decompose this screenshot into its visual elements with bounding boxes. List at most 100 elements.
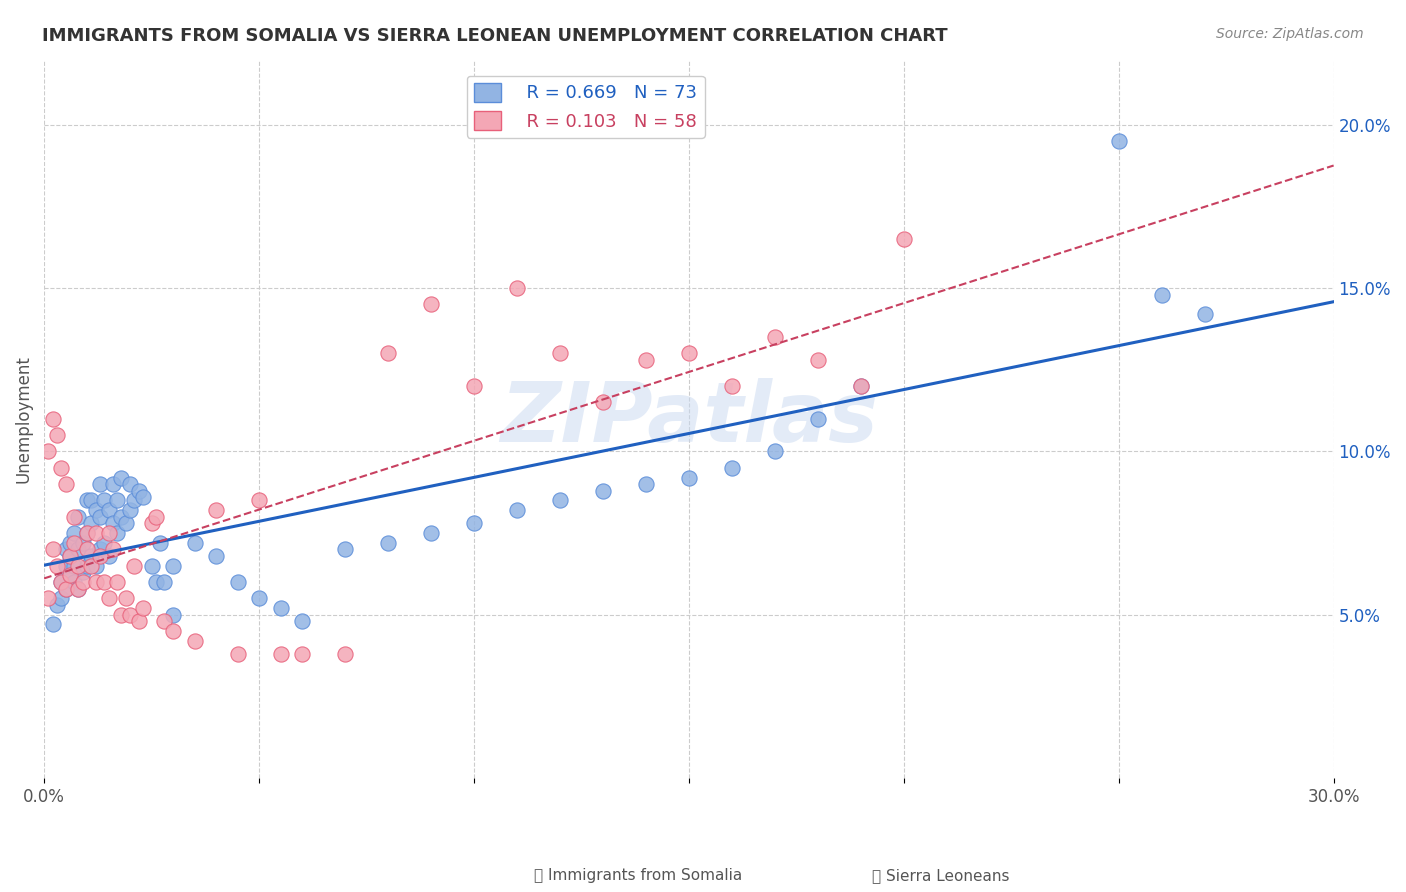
Point [72,536,94,550]
Point [893,232,915,246]
Point [721,460,744,475]
Point [67,509,90,524]
Point [132,601,155,615]
Point [548,493,571,508]
Point [377,536,399,550]
Point [226,647,249,661]
Point [141,558,163,573]
Point [67,542,90,557]
Point [59,568,82,582]
Text: ZIPatlas: ZIPatlas [501,378,877,459]
Point [51,574,73,589]
Point [55,582,77,596]
Point [72,574,94,589]
Point [114,591,136,606]
Point [270,647,292,661]
Point [132,490,155,504]
Point [849,379,872,393]
Text: ⬜ Immigrants from Somalia: ⬜ Immigrants from Somalia [534,868,742,883]
Point [89,477,111,491]
Point [183,633,205,648]
Point [51,460,73,475]
Point [89,542,111,557]
Point [80,493,103,508]
Point [205,549,228,563]
Point [55,558,77,573]
Point [37,444,59,458]
Point [145,509,167,524]
Text: Source: ZipAtlas.com: Source: ZipAtlas.com [1216,27,1364,41]
Point [41,617,63,632]
Point [153,614,176,628]
Point [124,493,146,508]
Point [463,516,485,531]
Point [80,558,103,573]
Point [80,516,103,531]
Point [89,509,111,524]
Point [101,542,124,557]
Text: ⬜ Sierra Leoneans: ⬜ Sierra Leoneans [872,868,1010,883]
Point [84,526,107,541]
Point [80,549,103,563]
Point [247,493,270,508]
Point [1194,307,1216,321]
Point [84,558,107,573]
Point [114,516,136,531]
Point [420,526,443,541]
Point [678,346,700,360]
Point [76,542,98,557]
Point [377,346,399,360]
Point [63,558,86,573]
Point [849,379,872,393]
Point [37,591,59,606]
Point [807,353,830,368]
Point [101,516,124,531]
Point [506,503,529,517]
Point [678,470,700,484]
Point [291,614,314,628]
Point [162,624,184,638]
Legend:   R = 0.669   N = 73,   R = 0.103   N = 58: R = 0.669 N = 73, R = 0.103 N = 58 [467,76,704,138]
Point [291,647,314,661]
Point [46,428,69,442]
Point [105,574,128,589]
Y-axis label: Unemployment: Unemployment [15,355,32,483]
Point [59,549,82,563]
Point [124,558,146,573]
Point [247,591,270,606]
Point [67,582,90,596]
Point [84,503,107,517]
Point [420,297,443,311]
Text: IMMIGRANTS FROM SOMALIA VS SIERRA LEONEAN UNEMPLOYMENT CORRELATION CHART: IMMIGRANTS FROM SOMALIA VS SIERRA LEONEA… [42,27,948,45]
Point [128,614,150,628]
Point [41,411,63,425]
Point [63,526,86,541]
Point [162,558,184,573]
Point [59,568,82,582]
Point [162,607,184,622]
Point [592,395,614,409]
Point [84,574,107,589]
Point [63,536,86,550]
Point [506,281,529,295]
Point [97,549,120,563]
Point [46,598,69,612]
Point [145,574,167,589]
Point [141,516,163,531]
Point [1150,287,1173,301]
Point [97,503,120,517]
Point [548,346,571,360]
Point [59,536,82,550]
Point [333,647,356,661]
Point [105,493,128,508]
Point [97,526,120,541]
Point [93,574,115,589]
Point [634,477,657,491]
Point [76,558,98,573]
Point [67,558,90,573]
Point [153,574,176,589]
Point [721,379,744,393]
Point [270,601,292,615]
Point [63,509,86,524]
Point [183,536,205,550]
